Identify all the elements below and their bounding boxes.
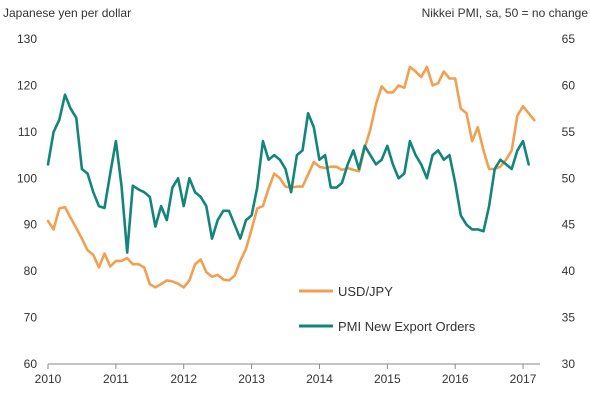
x-tick-label: 2010 (35, 372, 62, 386)
legend-label-pmi: PMI New Export Orders (338, 319, 476, 334)
y-left-tick-label: 80 (24, 264, 38, 278)
y-left-tick-label: 130 (17, 32, 37, 46)
y-right-tick-label: 30 (562, 357, 576, 371)
y-right-tick-label: 45 (562, 218, 576, 232)
y-left-tick-label: 120 (17, 78, 37, 92)
y-right-tick-label: 60 (562, 78, 576, 92)
series-line-pmi (46, 93, 530, 254)
left-axis-title: Japanese yen per dollar (3, 6, 131, 20)
y-left-tick-label: 100 (17, 171, 37, 185)
legend-label-usdjpy: USD/JPY (338, 284, 393, 299)
y-right-tick-label: 65 (562, 32, 576, 46)
y-left-tick-label: 90 (24, 218, 38, 232)
y-right-tick-label: 35 (562, 311, 576, 325)
x-axis-ticks: 2010 2011 2012 2013 2014 2015 2016 2017 (35, 364, 537, 386)
y-left-tick-label: 110 (18, 125, 37, 139)
x-tick-label: 2012 (170, 372, 197, 386)
y-right-tick-label: 40 (562, 264, 576, 278)
x-tick-label: 2011 (103, 372, 129, 386)
x-tick-label: 2016 (442, 372, 469, 386)
left-axis-ticks: 130 120 110 100 90 80 70 60 (17, 32, 37, 371)
y-right-tick-label: 55 (562, 125, 576, 139)
y-left-tick-label: 70 (24, 311, 38, 325)
legend: USD/JPY PMI New Export Orders (299, 284, 476, 334)
y-left-tick-label: 60 (24, 357, 38, 371)
x-tick-label: 2017 (510, 372, 537, 386)
y-right-tick-label: 50 (562, 171, 576, 185)
x-tick-label: 2013 (238, 372, 265, 386)
x-tick-label: 2014 (306, 372, 333, 386)
series-layer (46, 65, 536, 289)
right-axis-title: Nikkei PMI, sa, 50 = no change (422, 6, 589, 20)
x-tick-label: 2015 (374, 372, 401, 386)
right-axis-ticks: 65 60 55 50 45 40 35 30 (562, 32, 576, 371)
